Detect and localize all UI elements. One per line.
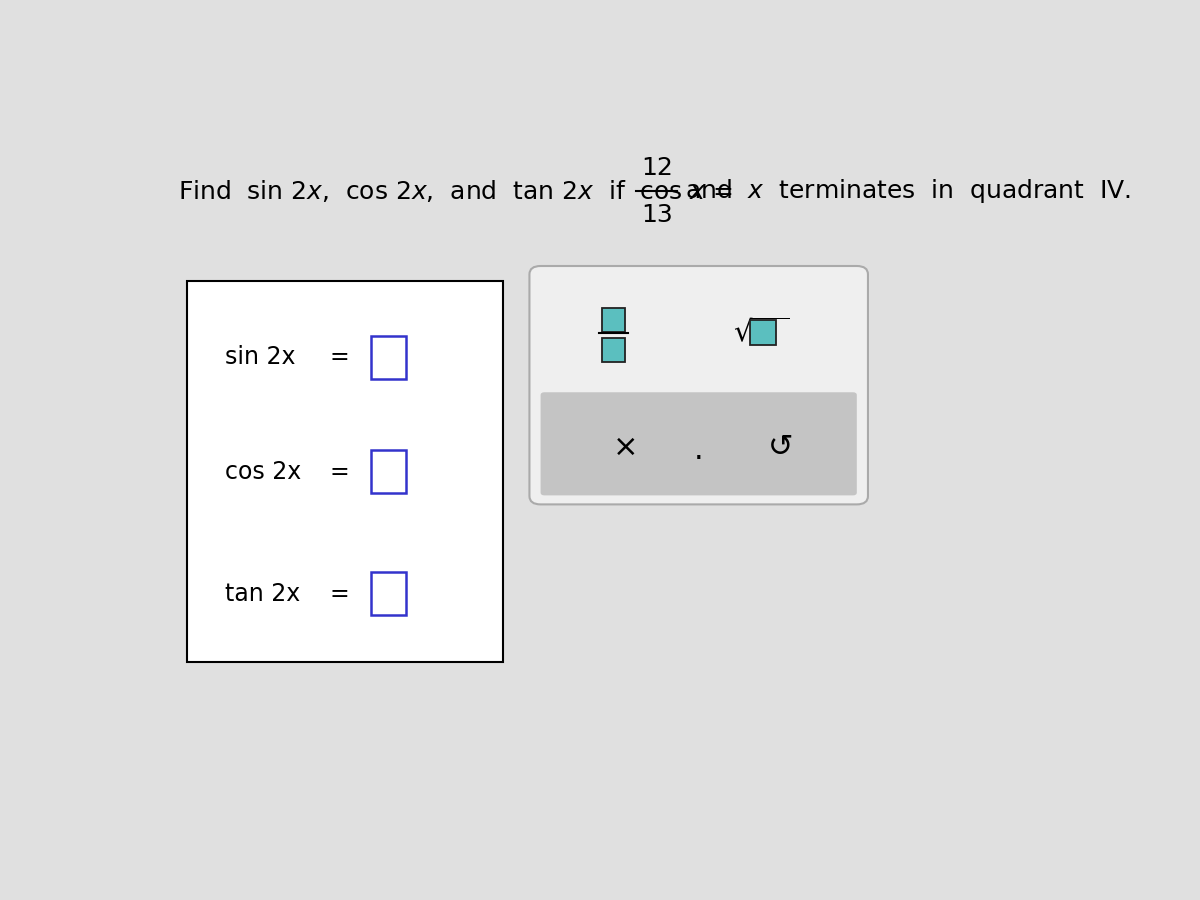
Text: =: = <box>329 460 349 484</box>
Text: 13: 13 <box>641 202 673 227</box>
Text: .: . <box>694 436 703 465</box>
FancyBboxPatch shape <box>540 392 857 495</box>
Text: Find  sin 2$x$,  cos 2$x$,  and  tan 2$x$  if  cos $x$ =: Find sin 2$x$, cos 2$x$, and tan 2$x$ if… <box>178 178 733 204</box>
Text: 12: 12 <box>641 156 673 180</box>
Bar <box>545 284 853 394</box>
Bar <box>371 572 406 616</box>
Bar <box>601 308 625 331</box>
Text: sin 2x: sin 2x <box>226 346 295 370</box>
Text: =: = <box>329 346 349 370</box>
Text: and  $x$  terminates  in  quadrant  IV.: and $x$ terminates in quadrant IV. <box>685 177 1130 205</box>
Bar <box>371 336 406 379</box>
Text: $\sqrt{\quad}$: $\sqrt{\quad}$ <box>733 318 790 348</box>
Text: =: = <box>329 581 349 606</box>
Text: ×: × <box>613 433 638 462</box>
Text: cos 2x: cos 2x <box>226 460 301 484</box>
Text: ↺: ↺ <box>768 433 793 462</box>
Bar <box>371 450 406 493</box>
Bar <box>601 338 625 362</box>
Bar <box>750 320 776 346</box>
FancyBboxPatch shape <box>529 266 868 504</box>
Text: tan 2x: tan 2x <box>226 581 300 606</box>
Bar <box>187 281 504 662</box>
